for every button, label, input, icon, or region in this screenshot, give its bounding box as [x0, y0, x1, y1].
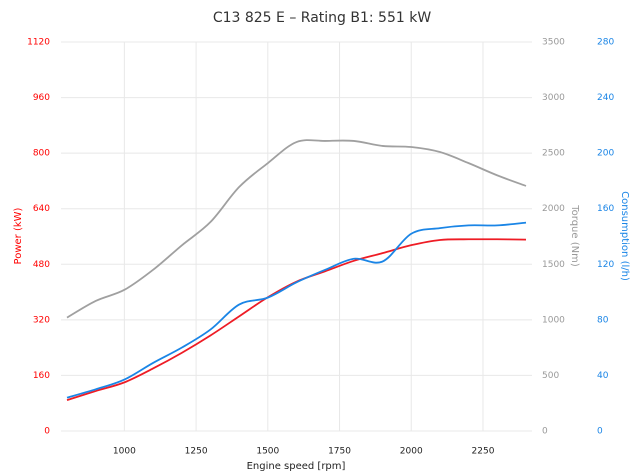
x-tick-label: 1750 [328, 447, 351, 457]
y-tick-label: 1120 [27, 38, 50, 48]
y3-tick-label: 0 [597, 427, 603, 437]
y-tick-label: 800 [33, 149, 50, 159]
y2-tick-label: 500 [542, 371, 559, 381]
y2-tick-label: 3000 [542, 93, 565, 103]
y3-tick-label: 40 [597, 371, 609, 381]
x-tick-label: 1250 [185, 447, 208, 457]
series-line [66, 221, 527, 399]
series-line [66, 139, 527, 319]
x-tick-label: 1000 [113, 447, 136, 457]
y3-tick-label: 240 [597, 93, 614, 103]
x-axis-label: Engine speed [rpm] [247, 461, 346, 472]
y-tick-label: 640 [33, 204, 50, 214]
y-tick-label: 320 [33, 315, 50, 325]
y-tick-label: 160 [33, 371, 50, 381]
y2-tick-label: 1000 [542, 315, 565, 325]
y2-tick-label: 0 [542, 427, 548, 437]
chart-title: C13 825 E – Rating B1: 551 kW [213, 10, 432, 26]
y-axis-label: Power (kW) [13, 207, 24, 264]
y2-axis-label: Torque (Nm) [569, 204, 580, 267]
x-tick-label: 2000 [400, 447, 423, 457]
y2-tick-label: 2500 [542, 149, 565, 159]
x-tick-label: 1500 [256, 447, 279, 457]
y3-tick-label: 160 [597, 204, 614, 214]
y-tick-label: 480 [33, 260, 50, 270]
y-tick-label: 960 [33, 93, 50, 103]
x-tick-label: 2250 [472, 447, 495, 457]
y3-tick-label: 200 [597, 149, 614, 159]
y-tick-label: 0 [44, 427, 50, 437]
y2-tick-label: 3500 [542, 38, 565, 48]
y3-axis-label: Consumption (l/h) [619, 191, 630, 281]
y2-tick-label: 1500 [542, 260, 565, 270]
y3-tick-label: 120 [597, 260, 614, 270]
y2-tick-label: 2000 [542, 204, 565, 214]
y3-tick-label: 280 [597, 38, 614, 48]
y3-tick-label: 80 [597, 315, 609, 325]
